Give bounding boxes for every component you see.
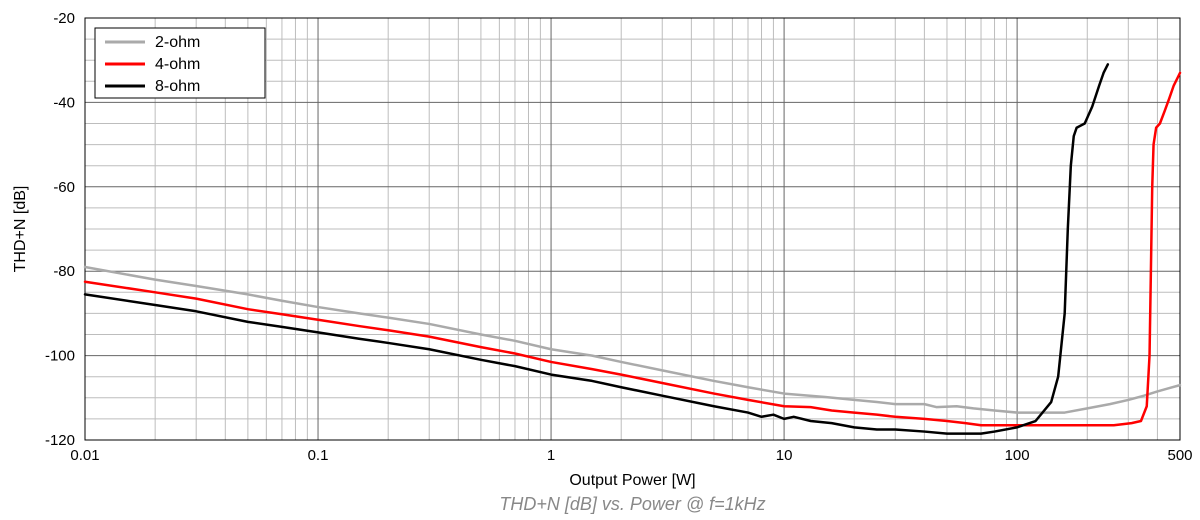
x-tick-label: 500 — [1167, 447, 1192, 464]
y-tick-label: -80 — [53, 263, 75, 280]
x-tick-label: 1 — [547, 447, 555, 464]
y-tick-label: -120 — [45, 432, 75, 449]
legend: 2-ohm 4-ohm 8-ohm — [95, 28, 265, 98]
legend-label: 2-ohm — [155, 34, 200, 51]
x-tick-label: 0.1 — [308, 447, 329, 464]
chart-container: 0.01 0.1 1 10 100 500 -20 -40 -60 -80 -100 -120 Outp… — [0, 0, 1200, 520]
x-tick-label: 10 — [776, 447, 793, 464]
legend-label: 8-ohm — [155, 78, 200, 95]
y-tick-label: -60 — [53, 179, 75, 196]
x-axis-label: Output Power [W] — [569, 472, 695, 489]
y-tick-label: -20 — [53, 10, 75, 27]
x-tick-label: 100 — [1005, 447, 1030, 464]
x-tick-label: 0.01 — [70, 447, 99, 464]
thdn-chart: 0.01 0.1 1 10 100 500 -20 -40 -60 -80 -100 -120 Outp… — [0, 0, 1200, 520]
legend-label: 4-ohm — [155, 56, 200, 73]
chart-caption: THD+N [dB] vs. Power @ f=1kHz — [499, 494, 765, 514]
y-axis-label: THD+N [dB] — [12, 186, 29, 273]
y-tick-label: -40 — [53, 94, 75, 111]
y-tick-label: -100 — [45, 348, 75, 365]
